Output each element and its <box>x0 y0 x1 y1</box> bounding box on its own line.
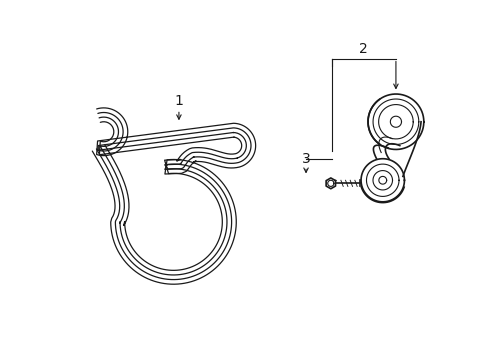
Text: 3: 3 <box>301 152 310 166</box>
Text: 1: 1 <box>174 94 183 108</box>
Text: 2: 2 <box>358 41 367 55</box>
